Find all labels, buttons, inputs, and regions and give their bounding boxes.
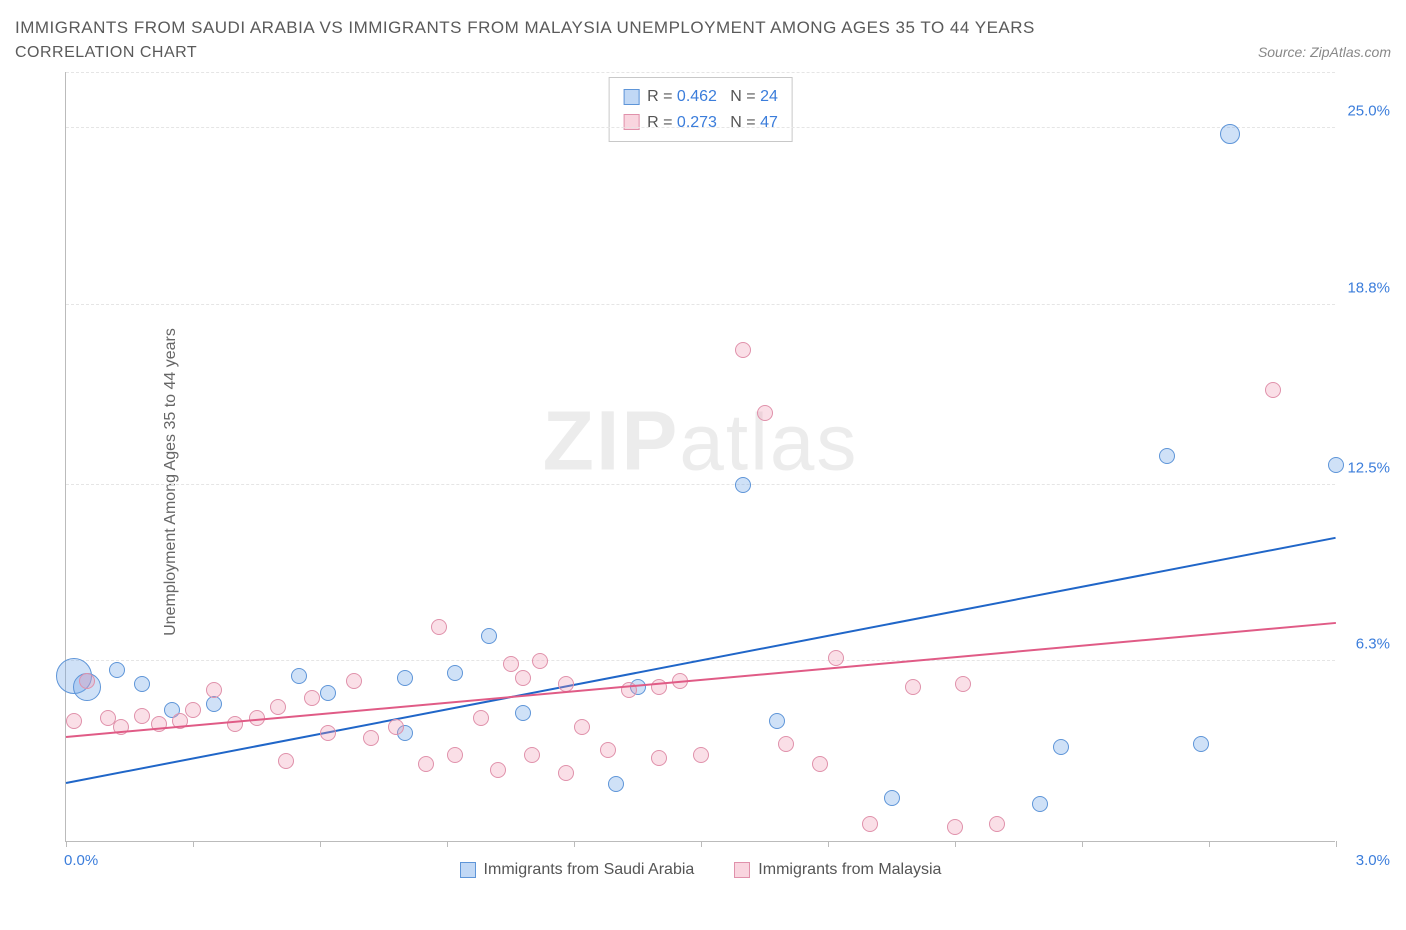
data-point [1265, 382, 1281, 398]
y-tick-label: 25.0% [1347, 103, 1390, 120]
data-point [431, 619, 447, 635]
data-point [812, 756, 828, 772]
data-point [447, 747, 463, 763]
data-point [947, 819, 963, 835]
x-tick [447, 841, 448, 847]
x-tick [828, 841, 829, 847]
data-point [735, 477, 751, 493]
plot-region: ZIPatlas R = 0.462 N = 24 R = 0.273 N = … [65, 72, 1335, 842]
data-point [574, 719, 590, 735]
data-point [134, 708, 150, 724]
data-point [206, 682, 222, 698]
y-tick-label: 12.5% [1347, 459, 1390, 476]
data-point [558, 765, 574, 781]
data-point [481, 628, 497, 644]
legend-swatch-pink-icon [734, 862, 750, 878]
gridline [66, 304, 1335, 305]
legend-series: Immigrants from Saudi Arabia Immigrants … [66, 861, 1335, 879]
data-point [693, 747, 709, 763]
data-point [769, 713, 785, 729]
chart-subtitle: CORRELATION CHART [15, 44, 197, 62]
data-point [227, 716, 243, 732]
data-point [828, 650, 844, 666]
data-point [955, 676, 971, 692]
x-tick [1336, 841, 1337, 847]
chart-source: Source: ZipAtlas.com [1258, 44, 1391, 60]
y-tick-label: 18.8% [1347, 279, 1390, 296]
data-point [600, 742, 616, 758]
data-point [363, 730, 379, 746]
data-point [757, 405, 773, 421]
x-axis-max-label: 3.0% [1356, 852, 1390, 869]
data-point [388, 719, 404, 735]
data-point [524, 747, 540, 763]
data-point [134, 676, 150, 692]
x-tick [955, 841, 956, 847]
data-point [1193, 736, 1209, 752]
data-point [503, 656, 519, 672]
data-point [1220, 124, 1240, 144]
x-tick [1082, 841, 1083, 847]
gridline [66, 484, 1335, 485]
data-point [66, 713, 82, 729]
data-point [490, 762, 506, 778]
data-point [1053, 739, 1069, 755]
data-point [608, 776, 624, 792]
data-point [473, 710, 489, 726]
data-point [278, 753, 294, 769]
data-point [515, 705, 531, 721]
data-point [185, 702, 201, 718]
legend-swatch-blue [623, 89, 639, 105]
watermark: ZIPatlas [543, 393, 859, 490]
data-point [989, 816, 1005, 832]
data-point [79, 673, 95, 689]
data-point [291, 668, 307, 684]
data-point [206, 696, 222, 712]
data-point [270, 699, 286, 715]
data-point [884, 790, 900, 806]
data-point [304, 690, 320, 706]
gridline [66, 127, 1335, 128]
data-point [1159, 448, 1175, 464]
x-tick [320, 841, 321, 847]
data-point [862, 816, 878, 832]
legend-item-label: Immigrants from Saudi Arabia [484, 861, 695, 879]
data-point [397, 670, 413, 686]
data-point [418, 756, 434, 772]
x-tick [574, 841, 575, 847]
data-point [651, 750, 667, 766]
chart-title: IMMIGRANTS FROM SAUDI ARABIA VS IMMIGRAN… [15, 18, 1391, 38]
chart-area: Unemployment Among Ages 35 to 44 years Z… [15, 72, 1391, 892]
legend-stats: R = 0.462 N = 24 R = 0.273 N = 47 [608, 77, 793, 142]
data-point [735, 342, 751, 358]
legend-swatch-blue-icon [460, 862, 476, 878]
x-tick [1209, 841, 1210, 847]
x-tick [701, 841, 702, 847]
data-point [778, 736, 794, 752]
data-point [447, 665, 463, 681]
data-point [320, 725, 336, 741]
data-point [515, 670, 531, 686]
y-tick-label: 6.3% [1356, 636, 1390, 653]
gridline [66, 72, 1335, 73]
data-point [109, 662, 125, 678]
legend-item-label: Immigrants from Malaysia [758, 861, 941, 879]
data-point [1032, 796, 1048, 812]
data-point [1328, 457, 1344, 473]
data-point [346, 673, 362, 689]
data-point [532, 653, 548, 669]
data-point [320, 685, 336, 701]
data-point [905, 679, 921, 695]
x-tick [193, 841, 194, 847]
x-tick [66, 841, 67, 847]
